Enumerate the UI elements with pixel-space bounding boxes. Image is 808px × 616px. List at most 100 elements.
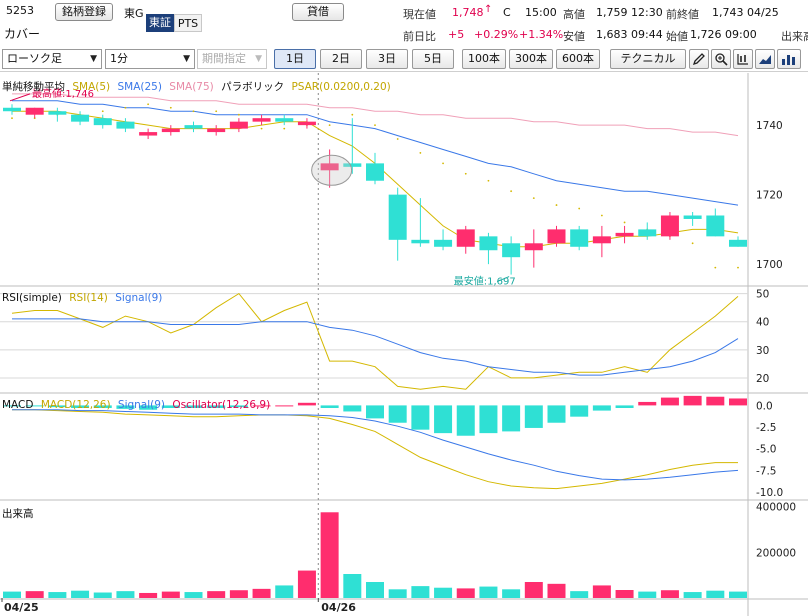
volume-bar <box>479 586 498 598</box>
candle-body <box>93 118 112 126</box>
chart-style-icon[interactable] <box>755 49 775 69</box>
volume-bar <box>93 592 112 598</box>
bar-chart-icon[interactable] <box>777 49 801 69</box>
candle-body <box>547 229 566 244</box>
legend-macd: MACD(12,26) <box>40 399 111 411</box>
oscillator-bar <box>456 405 475 436</box>
candle-body <box>615 232 634 237</box>
volume-bar <box>71 590 90 598</box>
rsi-signal-line <box>12 318 739 376</box>
psar-dot <box>532 197 535 200</box>
psar-dot <box>124 106 127 109</box>
legend-rsi-signal: Signal(9) <box>115 292 163 304</box>
oscillator-bar <box>502 405 521 432</box>
pen-icon[interactable] <box>689 49 709 69</box>
volume-legend: 出来高 <box>2 506 38 521</box>
zoom-icon[interactable] <box>711 49 731 69</box>
rsi-legend-title: RSI(simple) <box>2 292 62 304</box>
range-button-300[interactable]: 300本 <box>509 49 553 69</box>
y-tick-label: -7.5 <box>756 465 777 477</box>
macd-legend: MACD MACD(12,26) Signal(9) Oscillator(12… <box>2 399 274 411</box>
oscillator-bar <box>570 405 589 417</box>
current-time: 15:00 <box>525 6 557 19</box>
volume-bar <box>25 591 44 598</box>
range-button-3d[interactable]: 3日 <box>366 49 408 69</box>
volume-legend-title: 出来高 <box>2 508 34 520</box>
volume-bar <box>184 592 203 598</box>
candle-body <box>184 125 203 129</box>
rsi-legend: RSI(simple) RSI(14) Signal(9) <box>2 292 166 304</box>
volume-bar <box>547 583 566 598</box>
candle-body <box>388 194 407 240</box>
oscillator-bar <box>48 405 67 408</box>
oscillator-bar <box>3 405 21 407</box>
volume-bar <box>275 585 294 598</box>
candle-body <box>570 229 589 247</box>
interval-select[interactable]: 1分 ▼ <box>105 49 195 69</box>
volume-bar <box>729 591 747 598</box>
volume-bar <box>116 591 135 598</box>
psar-dot <box>623 221 626 224</box>
volume-bar <box>638 591 657 598</box>
volume-bar <box>706 590 725 598</box>
volume-bar <box>139 592 158 598</box>
technical-button[interactable]: テクニカル <box>610 49 686 69</box>
candle-body <box>479 236 498 251</box>
candle-body <box>229 121 248 129</box>
range-button-600[interactable]: 600本 <box>556 49 600 69</box>
psar-dot <box>328 124 331 127</box>
stock-chart-svg[interactable]: 1700 1720 1740 最高値:1,746 最安値:1,697 20 30 40 50 0.… <box>0 73 808 616</box>
exchange-tab-pts[interactable]: PTS <box>174 14 202 32</box>
psar-dot <box>396 138 399 140</box>
volume-bar <box>229 590 248 598</box>
change-percent-secondary: +1.34% <box>519 28 564 41</box>
candle-body <box>683 215 702 219</box>
exchange-tab-tse[interactable]: 東証 <box>146 14 174 32</box>
range-button-1d[interactable]: 1日 <box>274 49 316 69</box>
change-value: +5 <box>448 28 465 41</box>
change-label: 前日比 <box>403 30 436 43</box>
current-price-label: 現在値 <box>403 8 436 21</box>
high-label: 高値 <box>563 8 585 21</box>
prev-close-value: 1,743 04/25 <box>712 6 779 19</box>
x-axis-label: 04/25 <box>4 601 39 614</box>
psar-dot <box>169 106 172 109</box>
close-flag: C <box>503 6 511 19</box>
lend-button[interactable]: 貸借 <box>292 3 344 21</box>
volume-bar <box>366 582 384 598</box>
up-arrow-icon: ↑ <box>484 4 493 15</box>
main-legend: 単純移動平均 SMA(5) SMA(25) SMA(75) パラボリック PSA… <box>2 79 395 94</box>
candle-body <box>48 111 67 115</box>
compare-icon[interactable] <box>733 49 753 69</box>
candle-body <box>275 118 294 122</box>
legend-parabolic: パラボリック <box>221 81 285 93</box>
low-annotation-arrow <box>496 276 510 283</box>
range-button-100[interactable]: 100本 <box>462 49 506 69</box>
register-stock-button[interactable]: 銘柄登録 <box>55 3 113 21</box>
oscillator-bar <box>93 405 112 408</box>
candle-body <box>25 107 44 115</box>
high-annotation: 最高値:1,746 <box>32 87 94 100</box>
open-label: 始値 <box>666 30 688 43</box>
range-button-2d[interactable]: 2日 <box>320 49 362 69</box>
volume-bar <box>388 589 407 598</box>
legend-psar: PSAR(0.0200,0.20) <box>291 81 391 93</box>
candle-body <box>71 114 90 122</box>
candle-body <box>660 215 679 237</box>
low-label: 安値 <box>563 30 585 43</box>
y-tick-label: 1700 <box>756 259 783 271</box>
range-button-5d[interactable]: 5日 <box>412 49 454 69</box>
volume-bar <box>161 591 180 598</box>
candle-body <box>411 239 430 244</box>
psar-dot <box>101 110 104 113</box>
main-legend-title: 単純移動平均 <box>2 81 65 93</box>
volume-bar <box>3 591 21 598</box>
current-price-value: 1,748 <box>452 6 484 19</box>
psar-dot <box>374 124 376 127</box>
oscillator-bar <box>252 405 271 407</box>
x-axis-label: 04/26 <box>321 601 356 614</box>
y-tick-label: 200000 <box>756 547 796 559</box>
chart-type-select[interactable]: ローソク足 ▼ <box>2 49 102 69</box>
period-select[interactable]: 期間指定 ▼ <box>197 49 267 69</box>
oscillator-bar <box>71 405 90 408</box>
